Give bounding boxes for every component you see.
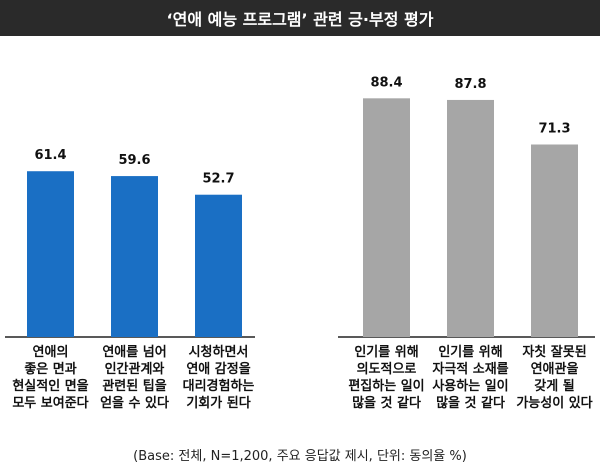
category-label-1-2-line-4: 얻을 수 있다 — [100, 395, 169, 411]
chart-title-bar: ‘연애 예능 프로그램’ 관련 긍·부정 평가 — [0, 0, 600, 36]
chart-title: ‘연애 예능 프로그램’ 관련 긍·부정 평가 — [166, 10, 434, 29]
category-label-1-3-line-4: 기회가 된다 — [186, 395, 250, 411]
data-label-2-3: 71.3 — [538, 121, 570, 136]
category-label-1-3-line-1: 시청하면서 — [189, 344, 249, 360]
category-label-2-2-line-4: 많을 것 같다 — [436, 395, 505, 411]
category-label-1-2-line-2: 인간관계와 — [105, 361, 165, 377]
bar-2-2 — [447, 99, 494, 337]
category-label-1-1-line-4: 모두 보여준다 — [12, 395, 88, 411]
category-label-2-3-line-3: 갖게 될 — [534, 379, 574, 394]
category-label-1-2-line-1: 연애를 넘어 — [102, 344, 166, 360]
data-label-2-1: 88.4 — [370, 75, 402, 90]
bar-1-1 — [27, 171, 74, 337]
category-label-2-2-line-1: 인기를 위해 — [438, 344, 502, 360]
data-label-1-3: 52.7 — [202, 172, 234, 187]
category-label-1-1-line-2: 좋은 면과 — [24, 361, 76, 377]
category-label-1-1-line-1: 연애의 — [33, 344, 69, 360]
bar-1-3 — [195, 194, 242, 337]
data-label-1-1: 61.4 — [34, 148, 66, 163]
category-label-2-2-line-3: 사용하는 일이 — [432, 378, 508, 394]
category-label-2-1-line-1: 인기를 위해 — [354, 344, 418, 360]
category-label-1-3-line-2: 연애 감정을 — [186, 361, 250, 377]
category-label-1-2-line-3: 관련된 팁을 — [102, 378, 166, 394]
base-note: (Base: 전체, N=1,200, 주요 응답값 제시, 단위: 동의율 %… — [133, 449, 467, 464]
category-label-2-1-line-4: 많을 것 같다 — [352, 395, 421, 411]
bar-2-3 — [531, 144, 578, 337]
category-label-2-3-line-2: 연애관을 — [531, 361, 579, 377]
category-label-2-2-line-2: 자극적 소재를 — [432, 361, 508, 377]
category-label-2-1-line-2: 의도적으로 — [357, 361, 417, 377]
data-label-1-2: 59.6 — [118, 153, 150, 168]
category-label-1-1-line-3: 현실적인 면을 — [12, 378, 88, 394]
category-label-2-3-line-4: 가능성이 있다 — [516, 395, 592, 411]
category-label-2-1-line-3: 편집하는 일이 — [348, 378, 424, 394]
category-label-1-3-line-3: 대리경험하는 — [183, 378, 255, 394]
category-label-2-3-line-1: 자칫 잘못된 — [522, 344, 586, 360]
bar-2-1 — [363, 98, 410, 337]
data-label-2-2: 87.8 — [454, 77, 486, 92]
bar-1-2 — [111, 176, 158, 337]
